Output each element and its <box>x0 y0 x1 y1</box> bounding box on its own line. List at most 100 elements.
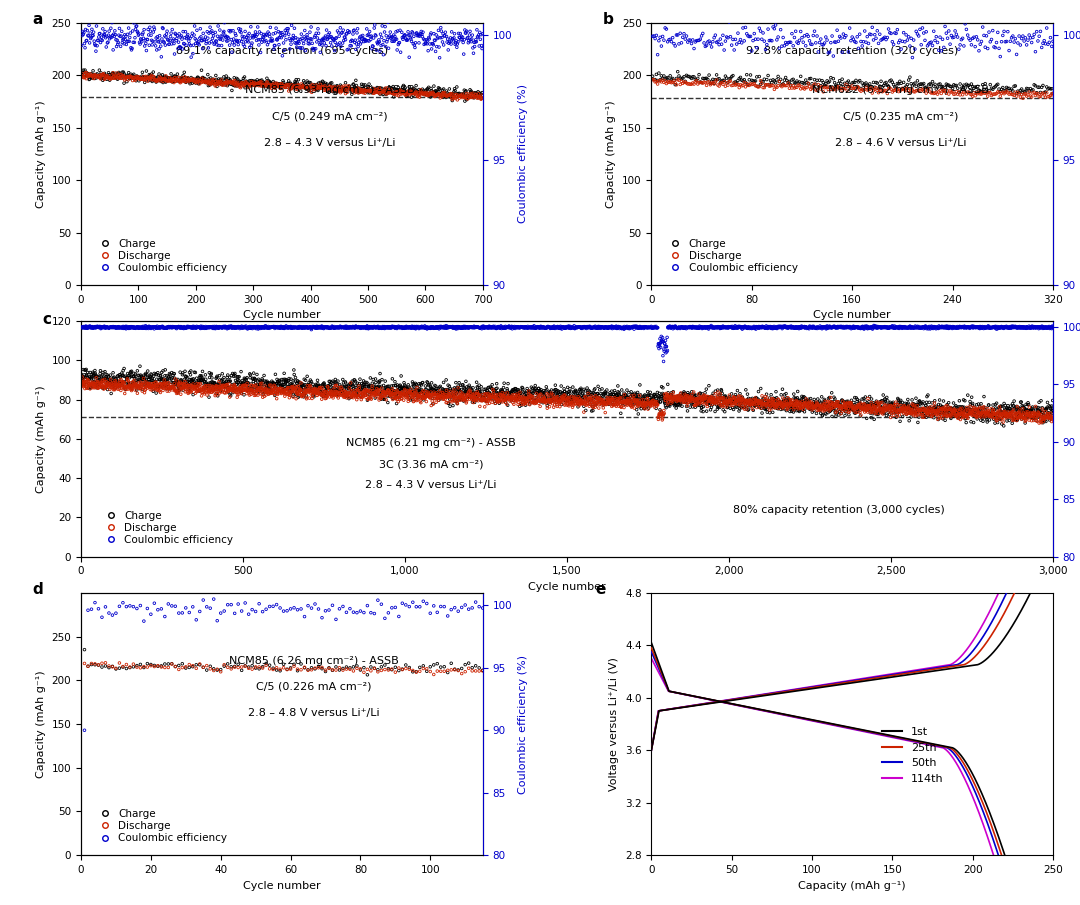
Point <box>786 321 804 336</box>
Point <box>308 382 325 396</box>
Point <box>900 401 917 415</box>
Point <box>599 396 617 411</box>
Point <box>442 320 459 335</box>
Point <box>177 369 194 384</box>
Point <box>897 320 915 335</box>
Point <box>264 374 281 388</box>
Point <box>454 386 471 401</box>
Point <box>237 24 254 39</box>
Point <box>333 83 350 98</box>
Point <box>310 381 327 395</box>
Point <box>333 319 350 334</box>
Point <box>170 379 187 394</box>
Point <box>961 33 978 47</box>
Point <box>272 381 289 395</box>
Point <box>292 320 309 335</box>
Point <box>274 384 292 398</box>
Point <box>391 320 408 335</box>
Point <box>235 383 253 397</box>
Point <box>265 662 282 677</box>
Point <box>586 382 604 396</box>
Point <box>780 76 797 91</box>
Point <box>980 42 997 56</box>
Point <box>996 412 1013 426</box>
Point <box>536 390 553 405</box>
Point <box>284 380 301 395</box>
Point <box>213 378 230 393</box>
Point <box>1034 410 1051 424</box>
Point <box>773 319 791 334</box>
Point <box>401 319 418 334</box>
Point <box>254 373 271 387</box>
Point <box>332 319 349 334</box>
Point <box>434 384 451 398</box>
Point <box>405 376 422 391</box>
Point <box>718 397 735 412</box>
Point <box>859 403 876 417</box>
Point <box>230 77 247 91</box>
Point <box>471 39 488 53</box>
Point <box>675 395 692 410</box>
Point <box>823 399 840 414</box>
Point <box>598 392 616 406</box>
Point <box>253 379 270 394</box>
Point <box>849 80 866 94</box>
Point <box>818 319 835 334</box>
Point <box>708 35 726 50</box>
Point <box>470 385 487 399</box>
Point <box>626 393 644 407</box>
Point <box>355 384 373 398</box>
Point <box>341 376 359 391</box>
Point <box>312 385 329 399</box>
Point <box>337 320 354 335</box>
Point <box>238 74 255 89</box>
Point <box>512 389 529 404</box>
Point <box>271 662 288 677</box>
Point <box>445 31 462 45</box>
Point <box>939 397 956 412</box>
Point <box>557 386 575 401</box>
Point <box>285 78 302 92</box>
Point <box>421 320 438 335</box>
Point <box>191 370 208 385</box>
Point <box>919 320 936 335</box>
Point <box>748 41 766 55</box>
Point <box>1008 411 1025 425</box>
Point <box>503 384 521 398</box>
Point <box>410 376 428 391</box>
Point <box>86 38 104 52</box>
Point <box>931 393 948 407</box>
Point <box>176 31 193 45</box>
Point <box>934 412 951 426</box>
Point <box>714 28 731 43</box>
Point <box>492 321 510 336</box>
Point <box>1008 414 1025 428</box>
Point <box>351 386 368 400</box>
Point <box>525 320 542 335</box>
Point <box>457 384 474 398</box>
Point <box>1013 395 1030 409</box>
Point <box>562 320 579 335</box>
Point <box>438 320 456 335</box>
Point <box>824 319 841 334</box>
Point <box>159 384 176 398</box>
Point <box>552 392 569 406</box>
Point <box>85 368 103 383</box>
Point <box>932 402 949 416</box>
Point <box>927 405 944 420</box>
Point <box>716 405 733 419</box>
Point <box>126 383 144 397</box>
Point <box>108 33 125 47</box>
Point <box>583 397 600 412</box>
Point <box>349 386 366 400</box>
Point <box>78 319 95 333</box>
Point <box>701 393 718 407</box>
Point <box>392 319 409 334</box>
Point <box>145 320 163 335</box>
Point <box>133 377 150 392</box>
Point <box>750 320 767 335</box>
Point <box>93 66 110 81</box>
Point <box>82 320 99 335</box>
Point <box>678 399 696 414</box>
Point <box>800 402 818 416</box>
